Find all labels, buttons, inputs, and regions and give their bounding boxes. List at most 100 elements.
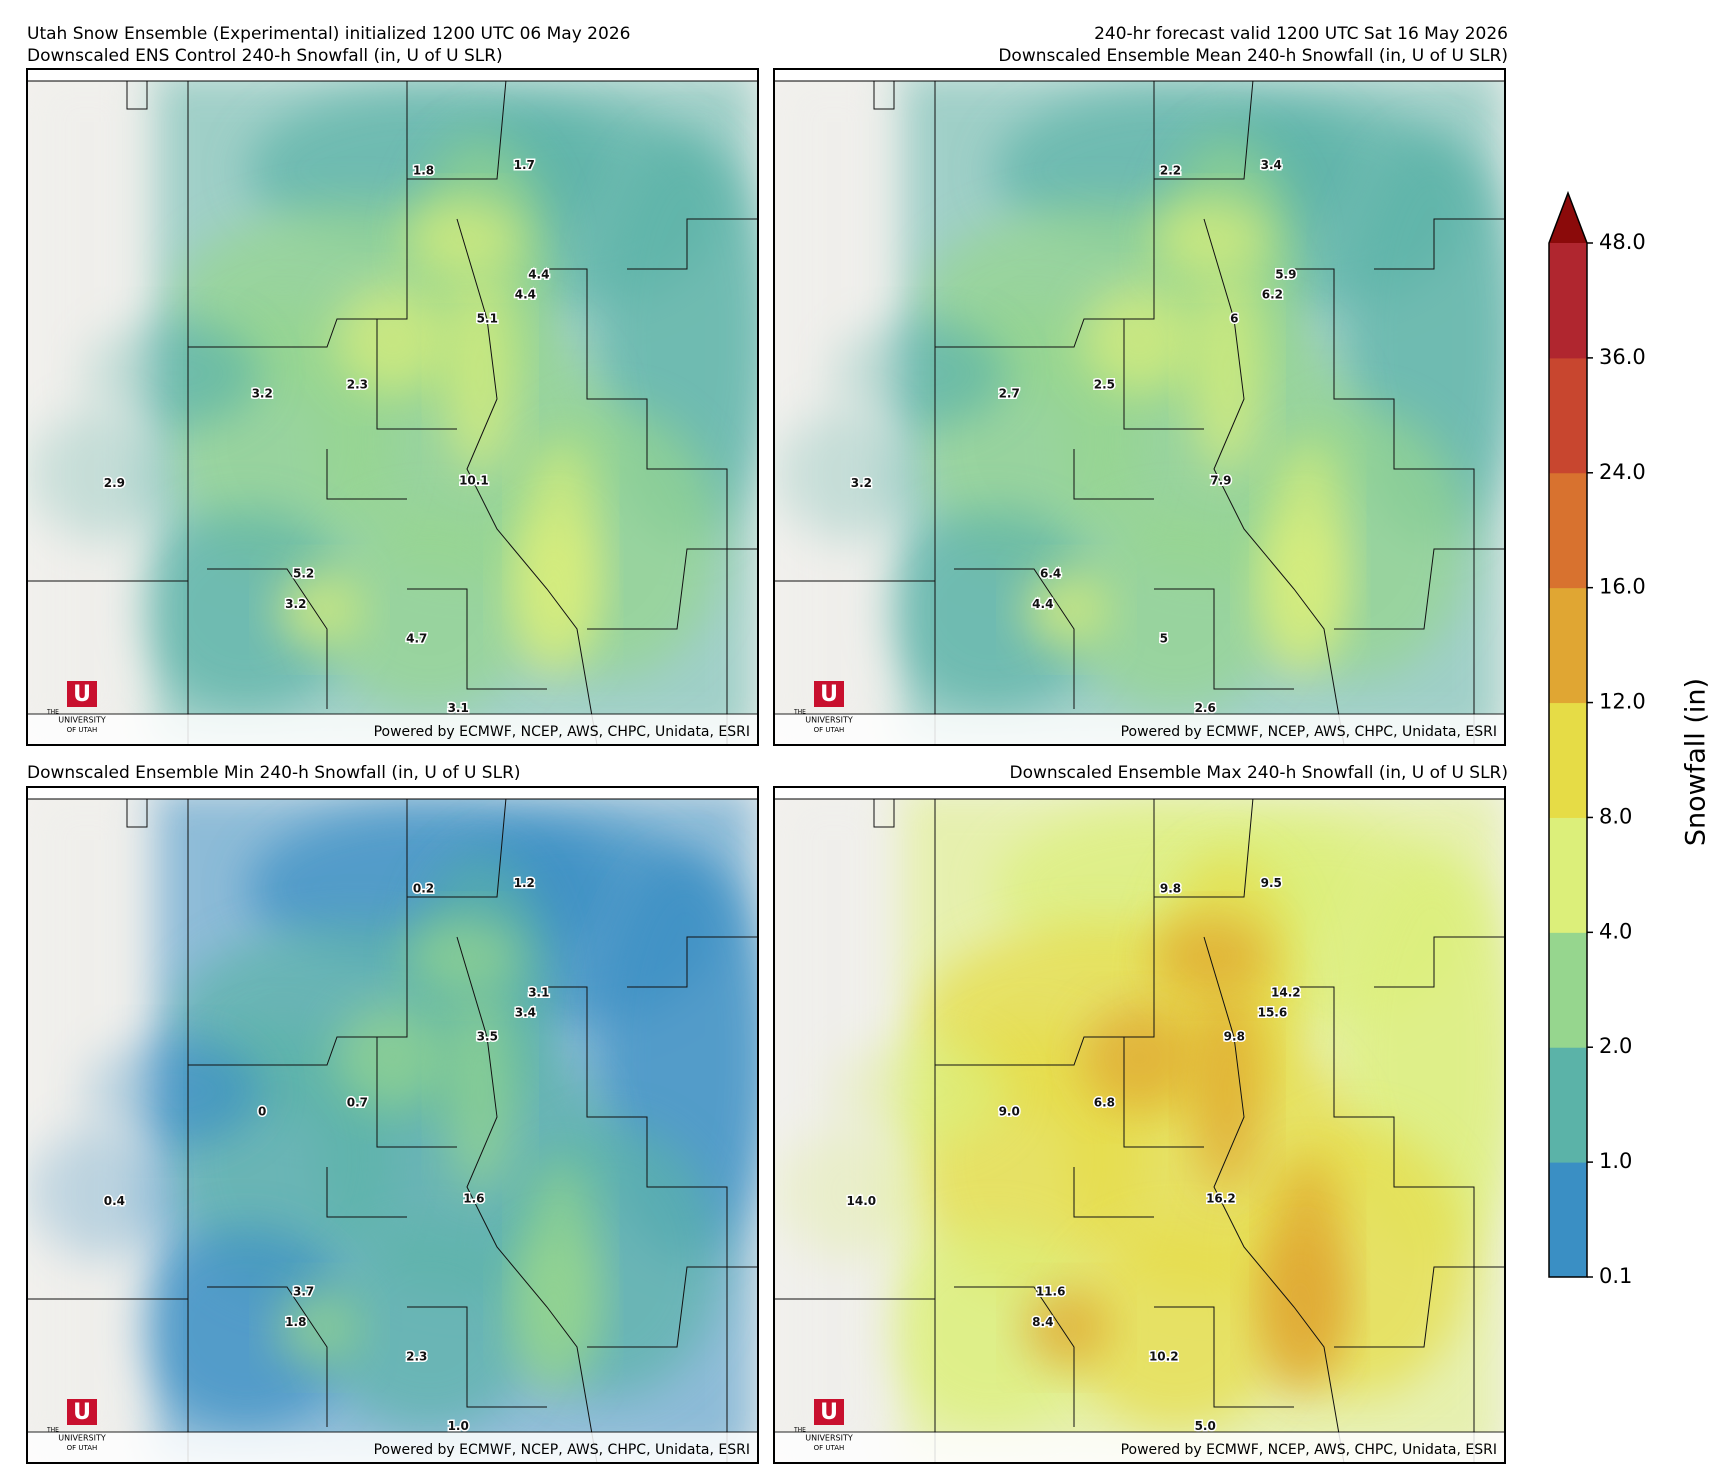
point-value: 1.6: [463, 1192, 484, 1206]
point-value: 3.5: [477, 1029, 498, 1043]
point-value: 1.7: [514, 158, 535, 172]
credit: Powered by ECMWF, NCEP, AWS, CHPC, Unida…: [1121, 724, 1497, 740]
point-value: 6.4: [1040, 567, 1061, 581]
top-strip: [27, 787, 758, 800]
colorbar-bin: [1549, 932, 1587, 1048]
point-value: 0: [258, 1104, 266, 1118]
point-value: 2.6: [1195, 701, 1216, 715]
logo-top: THE: [46, 709, 59, 716]
colorbar-tick-label: 16.0: [1599, 575, 1646, 599]
snow-area: [883, 508, 1103, 712]
snow-area: [443, 989, 517, 1193]
snow-area: [1154, 915, 1272, 997]
snow-area: [319, 508, 539, 712]
point-value: 4.4: [528, 268, 549, 282]
point-value: 11.6: [1036, 1285, 1066, 1299]
bare-ground: [27, 787, 147, 1463]
point-value: 9.0: [999, 1104, 1020, 1118]
colorbar-tick-label: 4.0: [1599, 919, 1632, 943]
snow-area: [1081, 1003, 1198, 1112]
credit: Powered by ECMWF, NCEP, AWS, CHPC, Unida…: [374, 1442, 750, 1458]
point-value: 1.0: [448, 1419, 469, 1433]
point-value: 2.5: [1094, 377, 1115, 391]
map-area: Powered by ECMWF, NCEP, AWS, CHPC, Unida…: [27, 69, 758, 745]
point-value: 5.2: [293, 567, 314, 581]
boundary: [1154, 588, 1294, 690]
snow-area: [275, 1287, 364, 1369]
snow-area: [883, 1226, 1103, 1430]
point-value: 4.4: [515, 288, 536, 302]
snow-area: [407, 197, 525, 279]
logo-bottom: OF UTAH: [67, 726, 98, 734]
colorbar-bin: [1549, 587, 1587, 704]
snow-area: [1022, 1287, 1111, 1369]
snow-area: [1081, 285, 1198, 394]
boundary: [1123, 1037, 1204, 1148]
snow-area: [1066, 1226, 1286, 1430]
point-value: 7.9: [1210, 474, 1231, 488]
colorbar-bin: [1549, 1162, 1587, 1278]
logo-middle: UNIVERSITY: [58, 716, 106, 725]
colorbar-tick-label: 2.0: [1599, 1034, 1632, 1058]
point-value: 4.4: [1032, 597, 1053, 611]
point-value: 6.2: [1262, 288, 1283, 302]
snow-area: [1154, 197, 1272, 279]
point-value: 1.8: [285, 1315, 306, 1329]
boundary: [1334, 548, 1505, 630]
point-value: 9.8: [1224, 1029, 1245, 1043]
panel-title: Downscaled Ensemble Min 240-h Snowfall (…: [27, 763, 521, 783]
point-value: 4.7: [406, 632, 427, 646]
boundary: [326, 449, 407, 500]
boundary: [126, 69, 148, 110]
snow-area: [407, 915, 525, 997]
boundary: [1334, 1266, 1505, 1348]
boundary: [126, 787, 148, 828]
boundary: [935, 787, 1155, 1066]
colorbar-tick-label: 48.0: [1599, 230, 1646, 254]
colorbar-bin: [1549, 357, 1587, 474]
snow-area: [1190, 271, 1264, 475]
boundary: [587, 548, 758, 630]
boundary: [1203, 218, 1345, 745]
snow-area: [1066, 508, 1286, 712]
boundary: [376, 1037, 457, 1148]
snow-area: [136, 508, 356, 712]
boundary: [1374, 936, 1505, 988]
boundary: [1203, 936, 1345, 1463]
boundary: [406, 69, 508, 180]
snow-area: [443, 271, 517, 475]
colorbar-tick-label: 36.0: [1599, 345, 1646, 369]
header-left: Utah Snow Ensemble (Experimental) initia…: [27, 24, 630, 44]
boundary: [188, 69, 408, 348]
boundary: [407, 1306, 547, 1408]
panel-title: Downscaled ENS Control 240-h Snowfall (i…: [27, 46, 503, 66]
colorbar-frame: [1548, 190, 1588, 1278]
colorbar-tick-label: 1.0: [1599, 1149, 1632, 1173]
boundary: [1294, 986, 1475, 1463]
snow-area: [334, 285, 451, 394]
logo-middle: UNIVERSITY: [805, 716, 853, 725]
point-value: 3.7: [293, 1285, 314, 1299]
point-value: 0.4: [104, 1194, 125, 1208]
map-panel: Powered by ECMWF, NCEP, AWS, CHPC, Unida…: [773, 68, 1506, 746]
logo-middle: UNIVERSITY: [58, 1434, 106, 1443]
snow-area: [275, 569, 364, 651]
map-area: Powered by ECMWF, NCEP, AWS, CHPC, Unida…: [774, 69, 1505, 745]
boundary: [407, 588, 547, 690]
top-strip: [27, 69, 758, 82]
point-value: 3.2: [851, 476, 872, 490]
boundary: [376, 319, 457, 430]
logo-bottom: OF UTAH: [814, 726, 845, 734]
point-value: 5: [1160, 632, 1168, 646]
credit: Powered by ECMWF, NCEP, AWS, CHPC, Unida…: [374, 724, 750, 740]
boundary: [406, 787, 508, 898]
colorbar-bin: [1549, 817, 1587, 933]
logo-letter: U: [73, 682, 91, 707]
snow-area: [1022, 569, 1111, 651]
top-strip: [774, 69, 1505, 82]
boundary: [207, 568, 328, 709]
snow-area: [319, 1226, 539, 1430]
colorbar-label: Snowfall (in): [1681, 678, 1712, 846]
point-value: 10.2: [1149, 1350, 1179, 1364]
